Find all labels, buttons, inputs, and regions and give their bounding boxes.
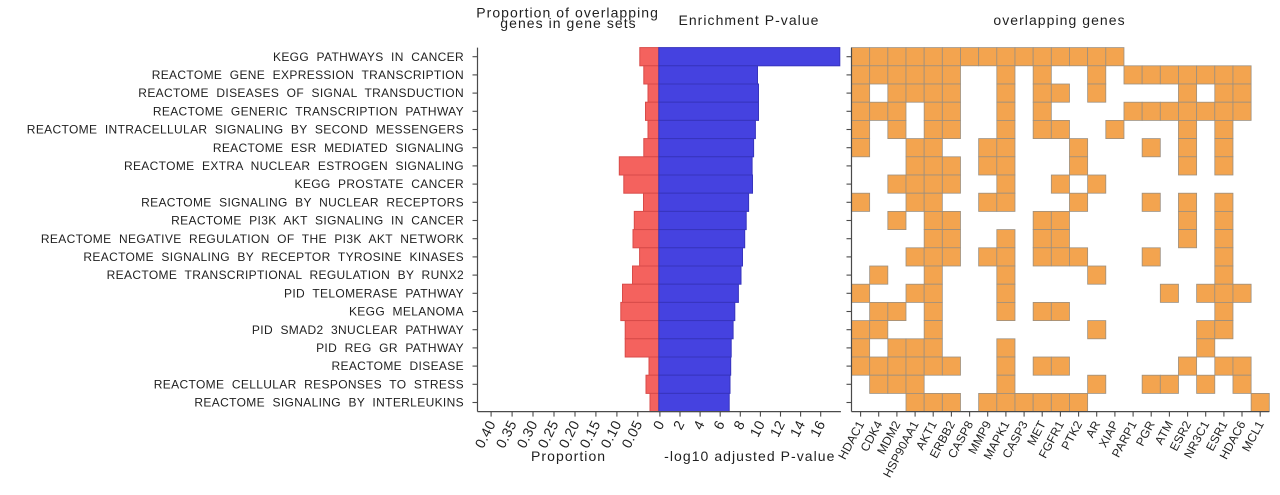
svg-text:10: 10 [746,418,768,440]
svg-text:genes in gene sets: genes in gene sets [500,15,636,31]
svg-text:REACTOME DISEASES OF SIGNAL TR: REACTOME DISEASES OF SIGNAL TRANSDUCTION [138,86,464,100]
svg-text:REACTOME CELLULAR RESPONSES TO: REACTOME CELLULAR RESPONSES TO STRESS [154,377,464,391]
svg-text:Proportion of overlapping: Proportion of overlapping [476,4,659,20]
svg-text:REACTOME EXTRA NUCLEAR ESTROGE: REACTOME EXTRA NUCLEAR ESTROGEN SIGNALIN… [124,159,464,173]
svg-text:REACTOME PI3K AKT SIGNALING IN: REACTOME PI3K AKT SIGNALING IN CANCER [171,214,464,228]
svg-text:KEGG PATHWAYS IN CANCER: KEGG PATHWAYS IN CANCER [273,50,464,64]
svg-text:REACTOME INTRACELLULAR SIGNALI: REACTOME INTRACELLULAR SIGNALING BY SECO… [27,123,464,137]
svg-text:REACTOME NEGATIVE REGULATION O: REACTOME NEGATIVE REGULATION OF THE PI3K… [41,232,464,246]
svg-text:12: 12 [766,418,788,440]
svg-text:-log10 adjusted P-value: -log10 adjusted P-value [664,448,835,464]
svg-text:KEGG MELANOMA: KEGG MELANOMA [349,305,464,319]
svg-text:REACTOME SIGNALING BY RECEPTOR: REACTOME SIGNALING BY RECEPTOR TYROSINE … [83,250,464,264]
svg-text:16: 16 [807,418,829,440]
svg-text:REACTOME ESR MEDIATED SIGNALIN: REACTOME ESR MEDIATED SIGNALING [213,141,464,155]
svg-text:overlapping genes: overlapping genes [993,12,1125,28]
svg-text:Proportion: Proportion [531,448,606,464]
svg-text:Enrichment P-value: Enrichment P-value [678,12,819,28]
svg-text:14: 14 [787,418,809,440]
svg-text:REACTOME GENERIC TRANSCRIPTION: REACTOME GENERIC TRANSCRIPTION PATHWAY [153,104,464,118]
svg-text:REACTOME TRANSCRIPTIONAL REGUL: REACTOME TRANSCRIPTIONAL REGULATION BY R… [107,268,464,282]
svg-text:KEGG PROSTATE CANCER: KEGG PROSTATE CANCER [294,177,464,191]
svg-text:PID TELOMERASE PATHWAY: PID TELOMERASE PATHWAY [284,286,464,300]
svg-text:REACTOME SIGNALING BY NUCLEAR: REACTOME SIGNALING BY NUCLEAR RECEPTORS [141,195,464,209]
svg-text:REACTOME GENE EXPRESSION TRANS: REACTOME GENE EXPRESSION TRANSCRIPTION [152,68,464,82]
svg-text:REACTOME DISEASE: REACTOME DISEASE [331,359,464,373]
svg-text:PID SMAD2 3NUCLEAR PATHWAY: PID SMAD2 3NUCLEAR PATHWAY [252,323,464,337]
svg-text:REACTOME SIGNALING BY INTERLEU: REACTOME SIGNALING BY INTERLEUKINS [194,396,464,410]
svg-text:PID REG GR PATHWAY: PID REG GR PATHWAY [316,341,464,355]
